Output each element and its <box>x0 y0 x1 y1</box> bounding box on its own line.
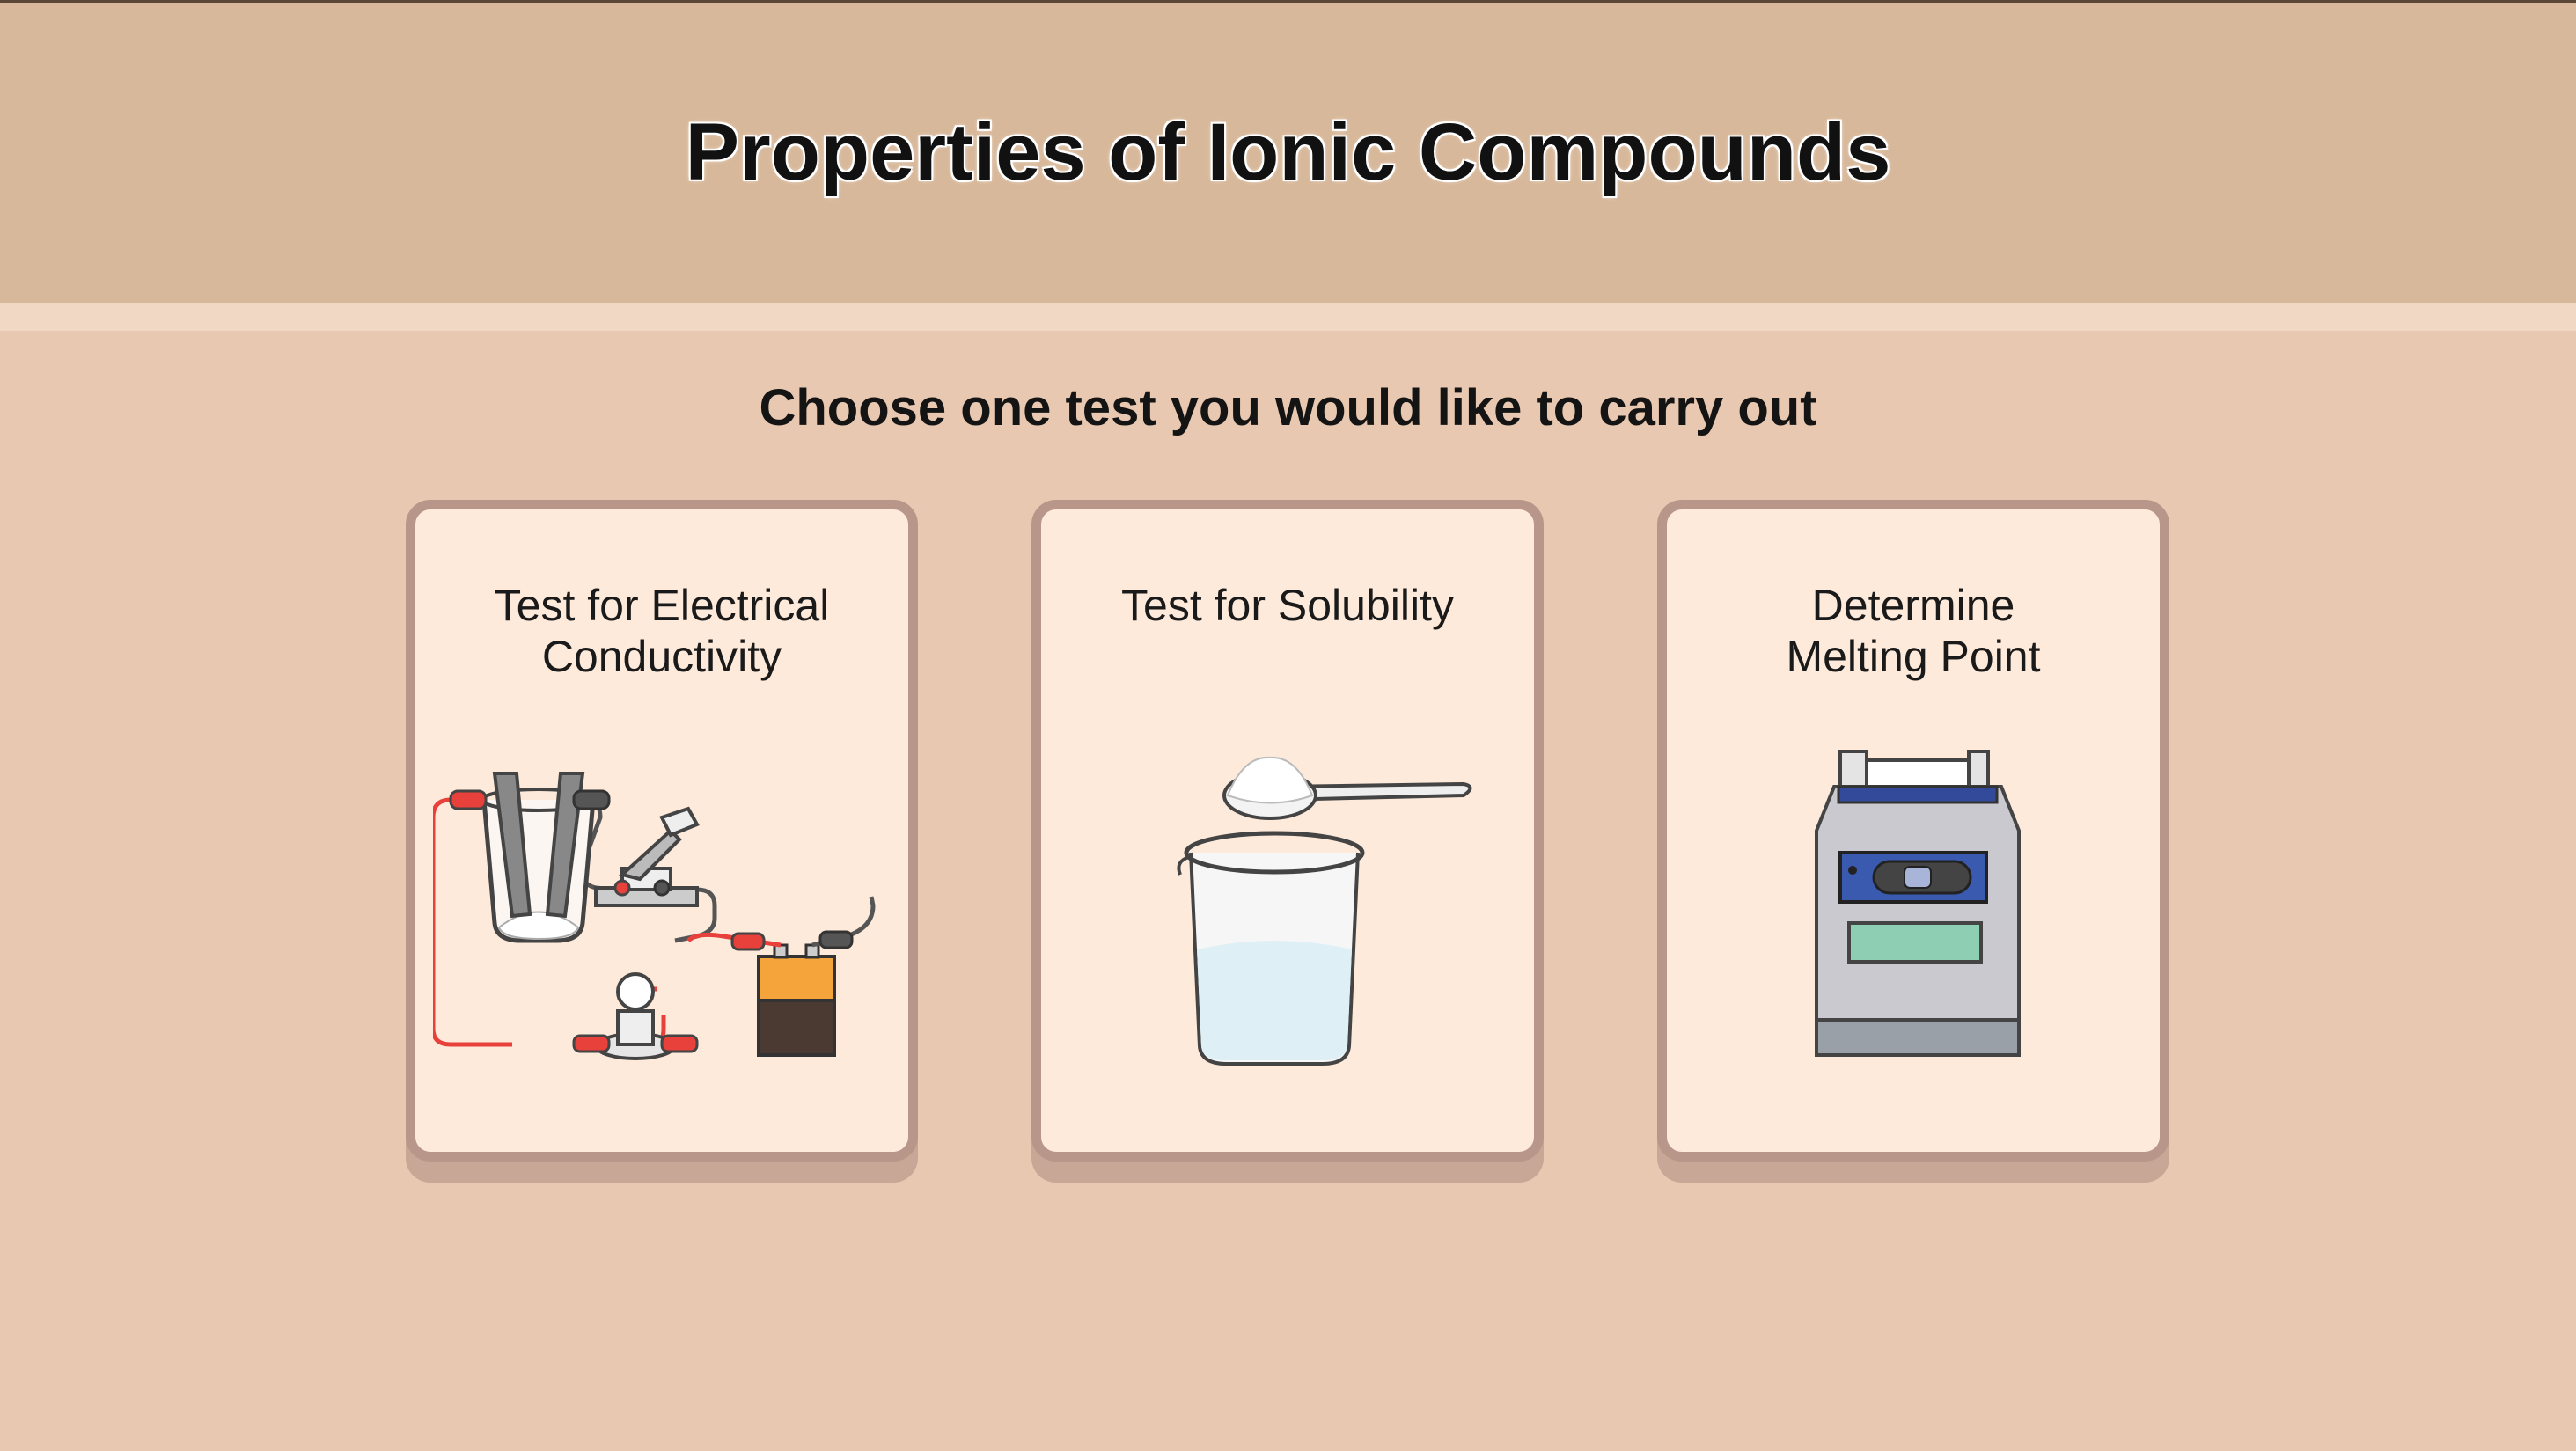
melting-point-test-card[interactable]: Determine Melting Point <box>1657 500 2169 1162</box>
conductivity-circuit-icon <box>433 772 876 1060</box>
card-title: Test for Electrical Conductivity <box>494 581 830 681</box>
melting-point-apparatus-icon <box>1815 750 2021 1057</box>
header-divider <box>0 303 2576 331</box>
header-bar: Properties of Ionic Compounds <box>0 0 2576 303</box>
beaker-and-spoon-icon <box>1177 756 1472 1066</box>
card-title: Test for Solubility <box>1121 581 1454 630</box>
card-title: Determine Melting Point <box>1786 581 2041 681</box>
instruction-text: Choose one test you would like to carry … <box>759 379 1817 436</box>
solubility-test-card[interactable]: Test for Solubility <box>1031 500 1544 1162</box>
conductivity-test-card[interactable]: Test for Electrical Conductivity <box>406 500 918 1162</box>
page-title: Properties of Ionic Compounds <box>685 107 1891 197</box>
